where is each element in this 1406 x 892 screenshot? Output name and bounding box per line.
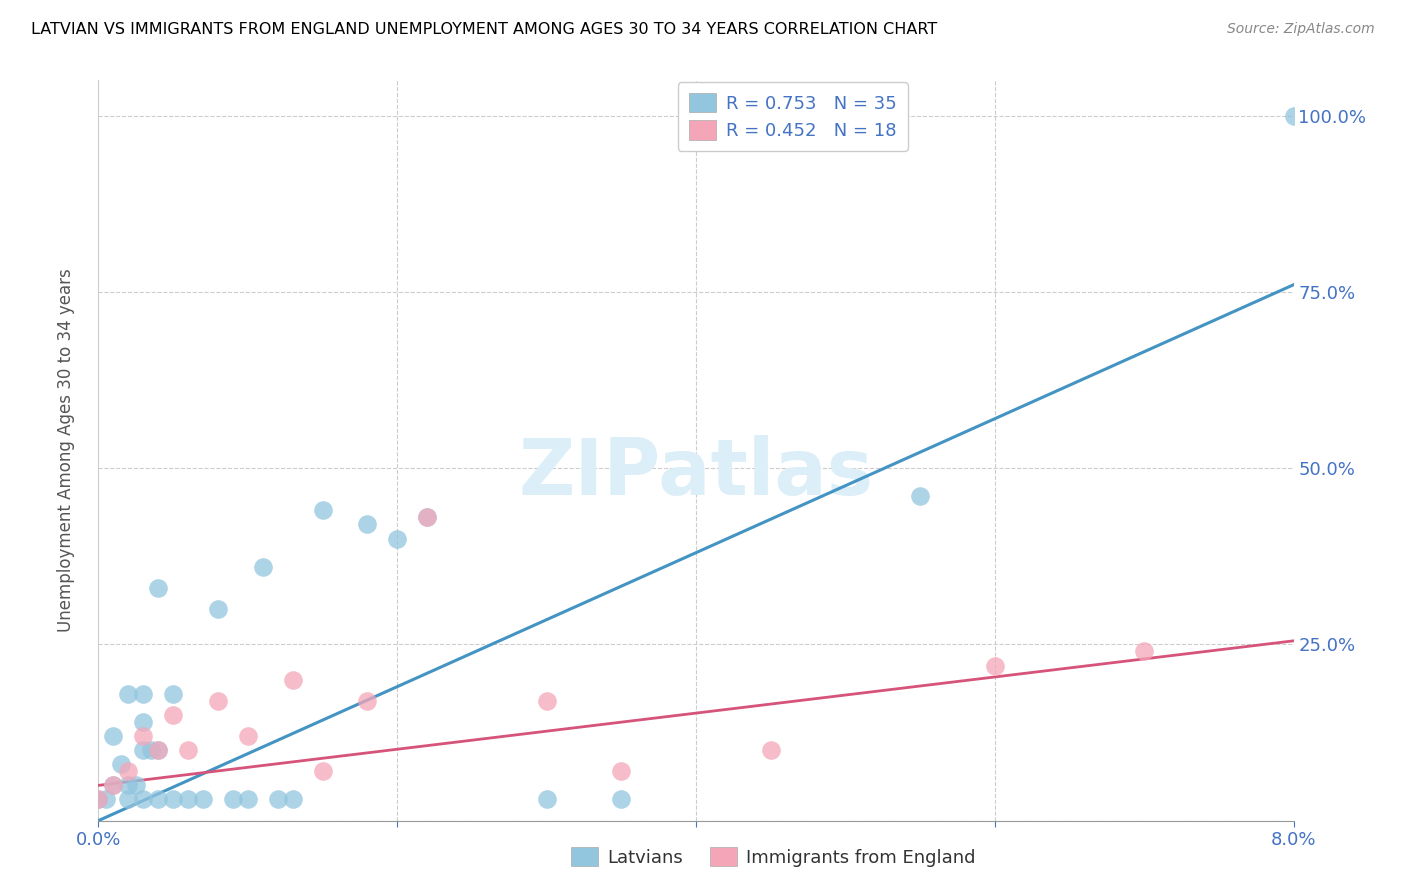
Point	[132, 743, 155, 757]
Point	[1282, 109, 1305, 123]
Point	[385, 532, 409, 546]
Point	[94, 792, 117, 806]
Point	[236, 792, 259, 806]
Point	[103, 778, 125, 792]
Point	[1133, 644, 1156, 658]
Point	[356, 694, 378, 708]
Point	[281, 673, 304, 687]
Text: Source: ZipAtlas.com: Source: ZipAtlas.com	[1227, 22, 1375, 37]
Point	[984, 658, 1007, 673]
Point	[162, 792, 184, 806]
Point	[148, 792, 170, 806]
Point	[162, 687, 184, 701]
Point	[139, 743, 162, 757]
Text: ZIPatlas: ZIPatlas	[519, 434, 873, 511]
Point	[759, 743, 782, 757]
Point	[356, 517, 378, 532]
Point	[536, 792, 558, 806]
Point	[207, 694, 229, 708]
Point	[416, 510, 439, 524]
Point	[536, 694, 558, 708]
Point	[162, 707, 184, 722]
Point	[110, 757, 132, 772]
Point	[87, 792, 110, 806]
Point	[132, 729, 155, 743]
Point	[610, 764, 633, 779]
Point	[311, 503, 333, 517]
Point	[252, 559, 274, 574]
Point	[87, 792, 110, 806]
Point	[148, 743, 170, 757]
Point	[236, 729, 259, 743]
Point	[281, 792, 304, 806]
Point	[311, 764, 333, 779]
Point	[416, 510, 439, 524]
Point	[132, 687, 155, 701]
Point	[132, 714, 155, 729]
Point	[207, 602, 229, 616]
Point	[103, 729, 125, 743]
Point	[267, 792, 290, 806]
Point	[117, 687, 139, 701]
Legend: R = 0.753   N = 35, R = 0.452   N = 18: R = 0.753 N = 35, R = 0.452 N = 18	[678, 82, 908, 151]
Text: LATVIAN VS IMMIGRANTS FROM ENGLAND UNEMPLOYMENT AMONG AGES 30 TO 34 YEARS CORREL: LATVIAN VS IMMIGRANTS FROM ENGLAND UNEMP…	[31, 22, 938, 37]
Point	[177, 743, 200, 757]
Legend: Latvians, Immigrants from England: Latvians, Immigrants from England	[564, 840, 983, 874]
Point	[148, 581, 170, 595]
Point	[177, 792, 200, 806]
Point	[908, 489, 931, 503]
Point	[132, 792, 155, 806]
Point	[103, 778, 125, 792]
Point	[191, 792, 214, 806]
Point	[117, 792, 139, 806]
Point	[222, 792, 245, 806]
Point	[117, 764, 139, 779]
Y-axis label: Unemployment Among Ages 30 to 34 years: Unemployment Among Ages 30 to 34 years	[56, 268, 75, 632]
Point	[125, 778, 148, 792]
Point	[148, 743, 170, 757]
Point	[610, 792, 633, 806]
Point	[117, 778, 139, 792]
